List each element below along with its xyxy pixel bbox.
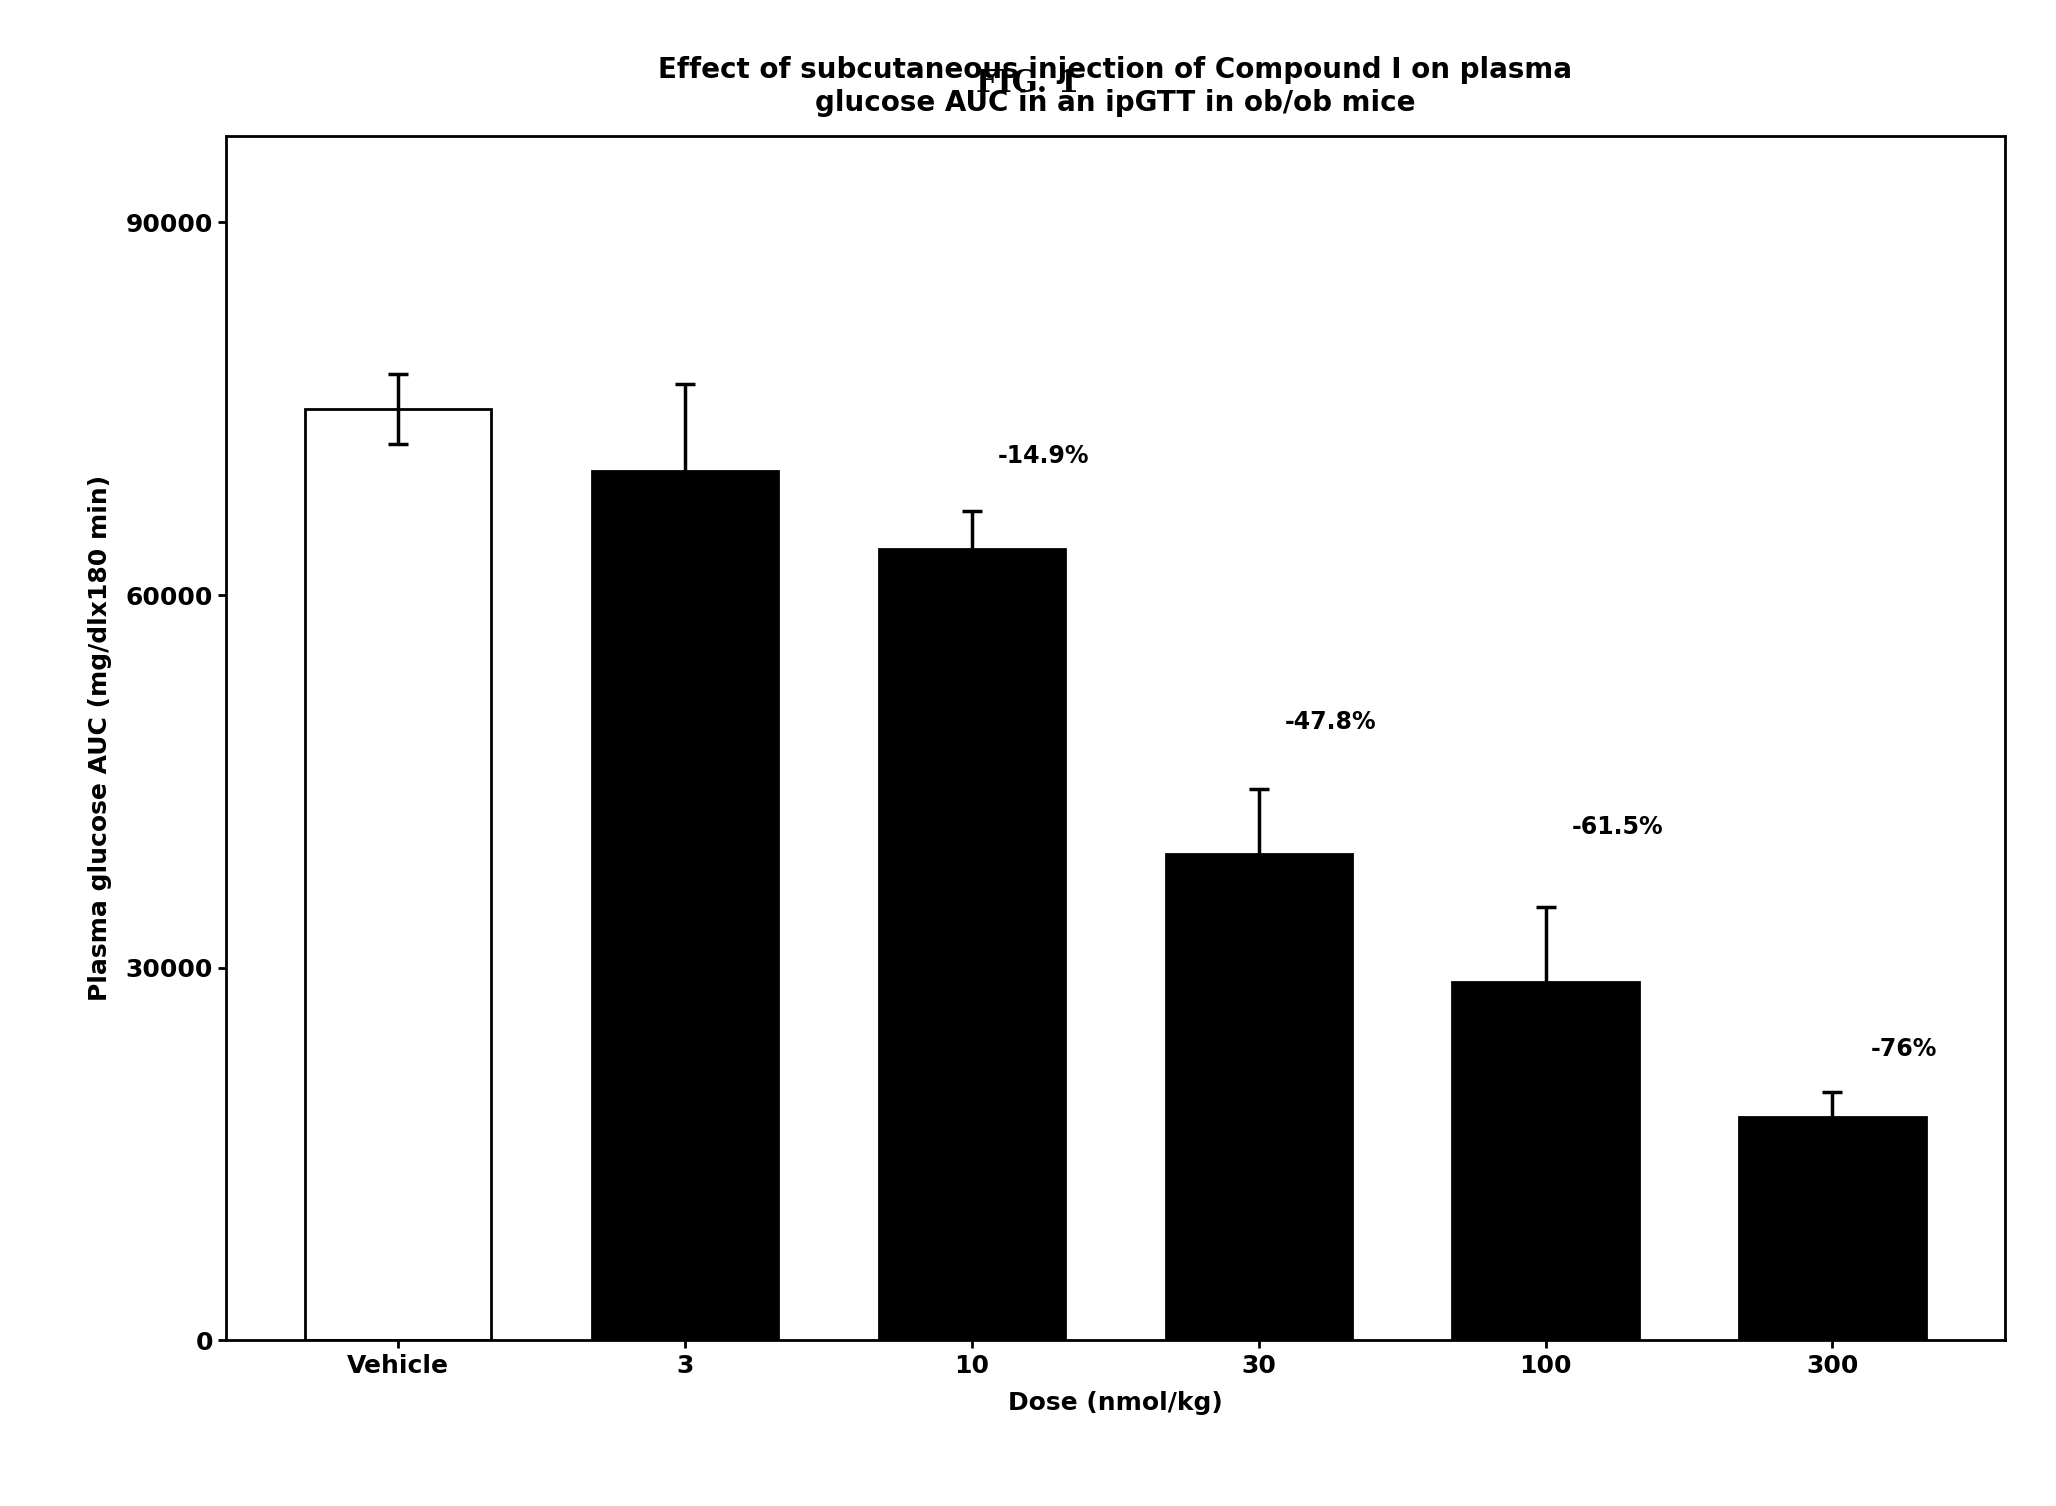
Text: FIG. 1: FIG. 1 — [977, 68, 1079, 99]
Text: -76%: -76% — [1871, 1036, 1937, 1060]
Y-axis label: Plasma glucose AUC (mg/dlx180 min): Plasma glucose AUC (mg/dlx180 min) — [88, 474, 111, 1001]
Bar — [1739, 1117, 1926, 1340]
Bar — [592, 471, 779, 1340]
X-axis label: Dose (nmol/kg): Dose (nmol/kg) — [1007, 1392, 1223, 1416]
Bar — [1452, 982, 1639, 1340]
Bar — [304, 408, 491, 1340]
Bar — [1166, 854, 1353, 1340]
Title: Effect of subcutaneous injection of Compound I on plasma
glucose AUC in an ipGTT: Effect of subcutaneous injection of Comp… — [658, 56, 1573, 116]
Bar — [878, 548, 1065, 1340]
Text: -14.9%: -14.9% — [997, 444, 1090, 468]
Text: -47.8%: -47.8% — [1285, 709, 1375, 733]
Text: -61.5%: -61.5% — [1571, 815, 1663, 839]
